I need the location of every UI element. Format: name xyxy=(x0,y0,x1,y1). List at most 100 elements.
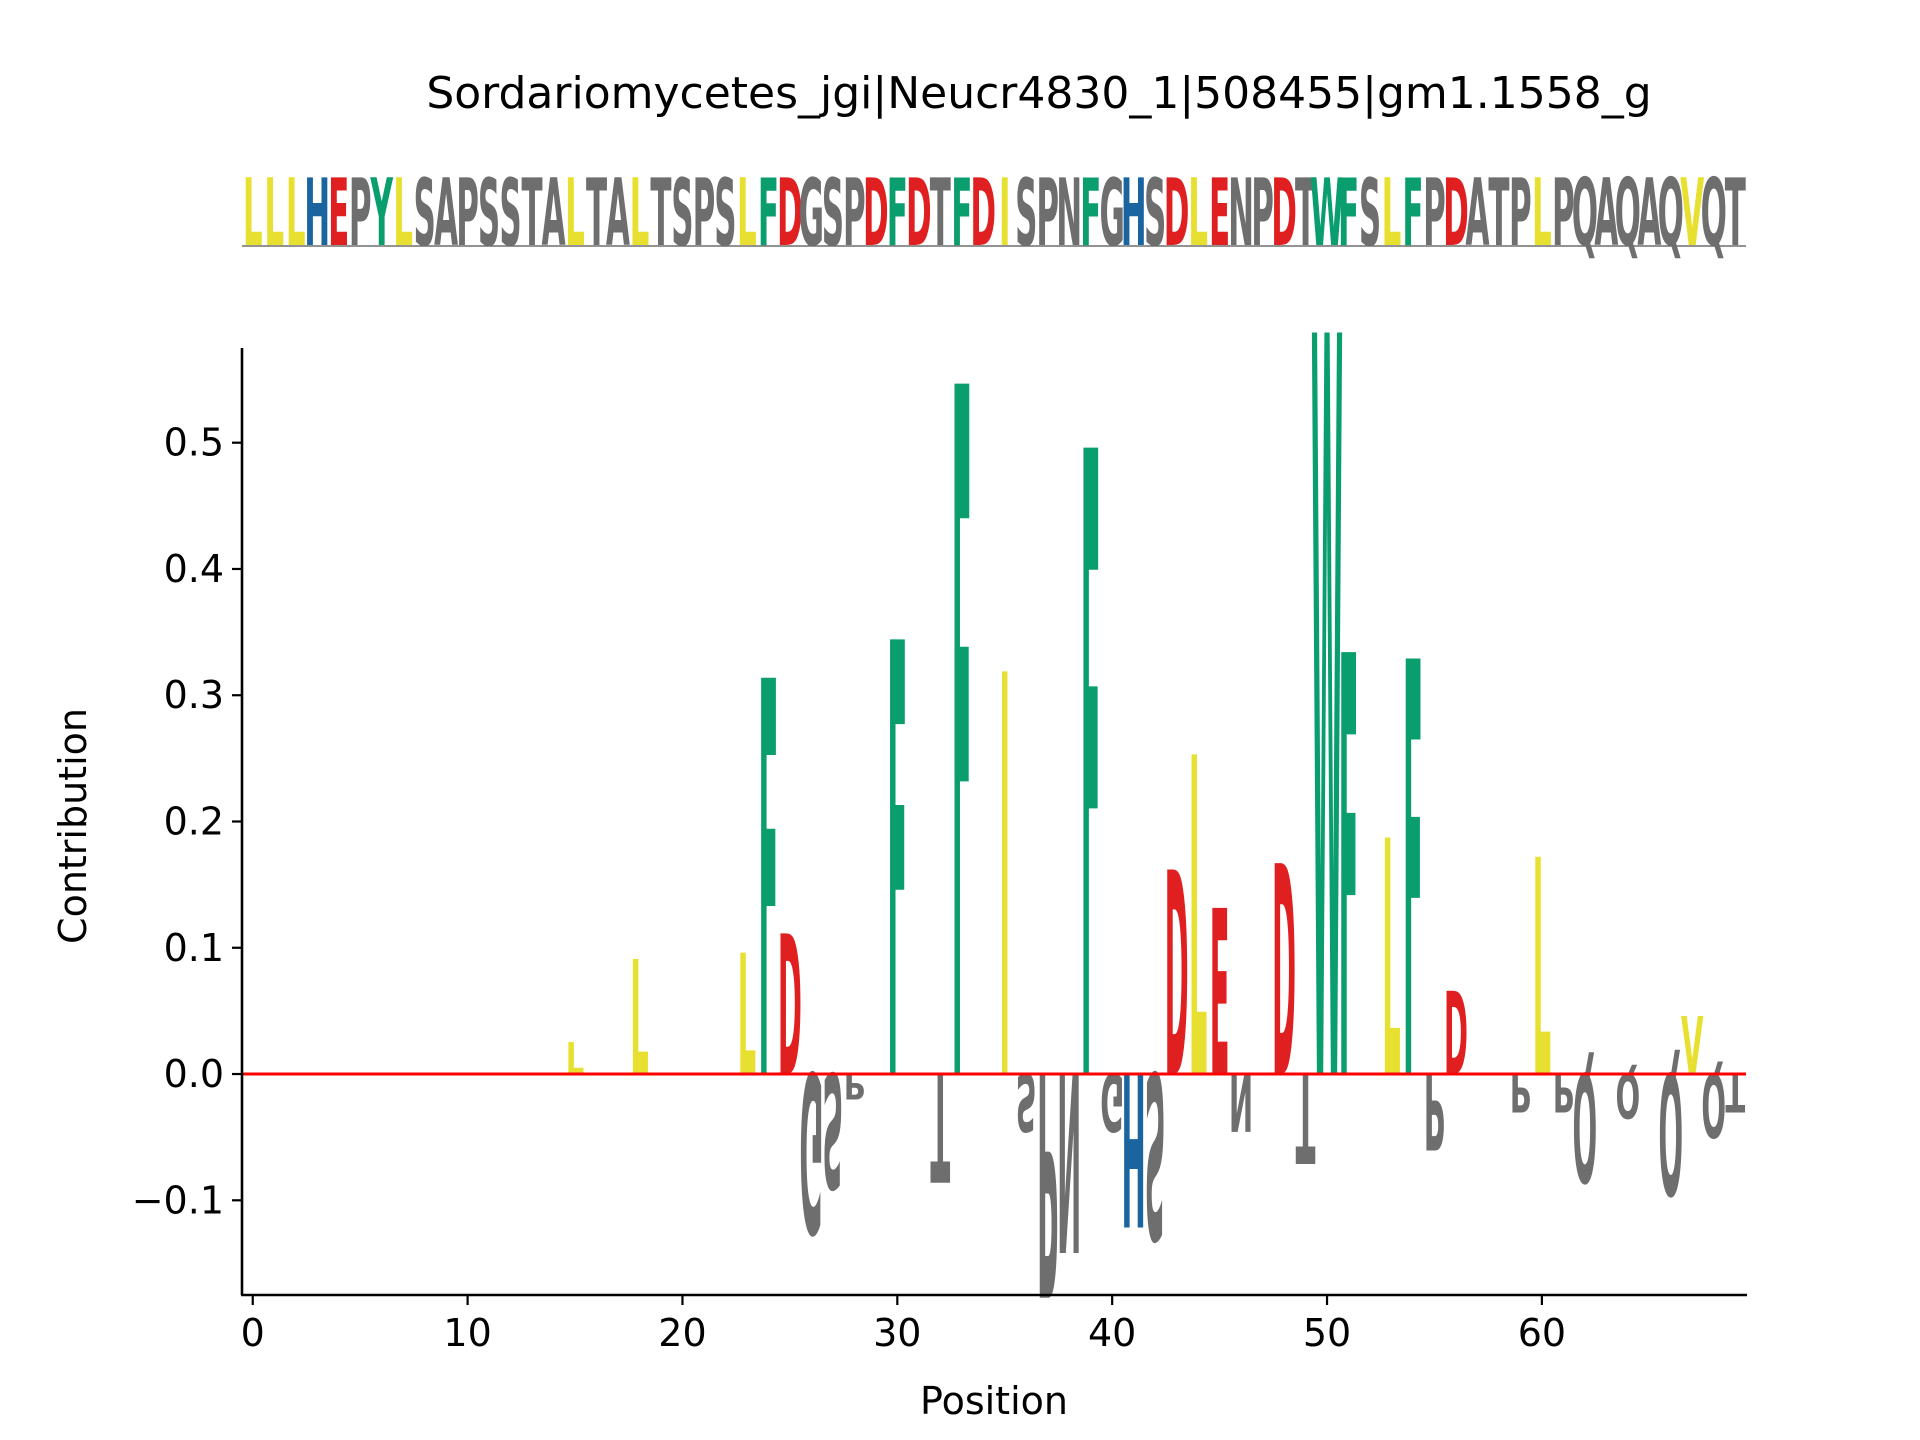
sequence-letter: D xyxy=(1164,160,1190,267)
sequence-letter: A xyxy=(1465,160,1489,267)
contribution-letter: T xyxy=(1296,1044,1316,1187)
sequence-letter: G xyxy=(1099,160,1124,267)
sequence-letter: A xyxy=(542,160,566,267)
sequence-letter: S xyxy=(671,160,693,267)
sequence-letter: D xyxy=(906,160,932,267)
sequence-letter: D xyxy=(1443,160,1469,267)
sequence-letter: F xyxy=(758,160,779,267)
sequence-letter: F xyxy=(887,160,908,267)
sequence-letter: Q xyxy=(1615,160,1641,267)
sequence-letter: L xyxy=(243,160,263,267)
contribution-letter: P xyxy=(1037,1001,1058,1357)
sequence-letter: T xyxy=(1488,160,1509,267)
y-tick-label: 0.5 xyxy=(164,421,224,465)
contribution-letter: N xyxy=(1057,1015,1081,1300)
contribution-letter: F xyxy=(887,520,907,1215)
contribution-letter: G xyxy=(1100,1054,1124,1146)
sequence-letter: S xyxy=(413,160,435,267)
sequence-letter: L xyxy=(264,160,284,267)
sequence-letter: L xyxy=(1188,160,1208,267)
contribution-letter: Q xyxy=(1615,1059,1640,1131)
y-tick-label: 0.2 xyxy=(164,800,224,844)
x-tick-label: 60 xyxy=(1518,1311,1566,1355)
sequence-letter: V xyxy=(1680,160,1704,267)
contribution-letter: F xyxy=(1403,546,1423,1210)
contribution-letter: D xyxy=(1165,815,1189,1141)
sequence-letter: S xyxy=(822,160,844,267)
contribution-letter: S xyxy=(822,1036,843,1220)
contribution-letter: F xyxy=(758,570,778,1203)
sequence-letter: Q xyxy=(1658,160,1684,267)
sequence-letter: F xyxy=(1338,160,1359,267)
x-tick-label: 20 xyxy=(658,1311,706,1355)
contribution-letter: I xyxy=(999,563,1010,1206)
sequence-letter: T xyxy=(586,160,607,267)
sequence-letter: S xyxy=(1015,160,1037,267)
sequence-letter: T xyxy=(650,160,671,267)
contribution-letter: P xyxy=(1510,1060,1531,1121)
contribution-letter: W xyxy=(1311,130,1343,1315)
sequence-letter: L xyxy=(565,160,585,267)
sequence-letter: E xyxy=(1209,160,1230,267)
contribution-letter: P xyxy=(1424,1048,1445,1171)
sequence-letter: A xyxy=(434,160,458,267)
sequence-letter: E xyxy=(328,160,349,267)
contribution-letter: P xyxy=(1553,1060,1574,1121)
sequence-letter: L xyxy=(1532,160,1552,267)
sequence-letter: G xyxy=(799,160,824,267)
sequence-letter: P xyxy=(349,160,372,267)
sequence-letter: N xyxy=(1228,160,1254,267)
x-tick-label: 10 xyxy=(443,1311,491,1355)
sequence-letter: N xyxy=(1056,160,1082,267)
sequence-letter: P xyxy=(1036,160,1059,267)
sequence-letter: D xyxy=(863,160,889,267)
sequence-letter: T xyxy=(1725,160,1746,267)
x-tick-label: 30 xyxy=(873,1311,921,1355)
y-axis-label: Contribution xyxy=(51,708,95,944)
sequence-letter: S xyxy=(714,160,736,267)
contribution-letter: L xyxy=(1382,774,1401,1151)
sequence-letter: L xyxy=(393,160,413,267)
sequence-letter: L xyxy=(630,160,650,267)
contribution-letter: Q xyxy=(1701,1053,1726,1155)
contribution-letter: G xyxy=(799,1022,823,1277)
sequence-letter: W xyxy=(1310,160,1344,267)
contribution-letter: V xyxy=(1681,1002,1703,1094)
sequence-letter: F xyxy=(1080,160,1101,267)
contribution-letter: N xyxy=(1229,1054,1253,1146)
sequence-letter: Y xyxy=(370,160,393,267)
y-axis-ticks: −0.1 0.0 0.1 0.2 0.3 0.4 0.5 xyxy=(132,421,242,1222)
contribution-letter: F xyxy=(952,195,972,1298)
contribution-letter: S xyxy=(1145,1019,1166,1284)
x-axis-ticks: 0 10 20 30 40 50 60 xyxy=(241,1295,1566,1355)
contribution-letter: F xyxy=(1081,278,1101,1277)
contribution-letter: D xyxy=(1444,969,1468,1102)
sequence-letter: F xyxy=(1402,160,1423,267)
sequence-letter: S xyxy=(1359,160,1381,267)
contribution-letter: E xyxy=(1210,864,1230,1129)
contribution-letter: D xyxy=(1272,807,1296,1143)
contribution-letter: L xyxy=(738,921,757,1115)
sequence-letter: A xyxy=(606,160,630,267)
x-tick-label: 40 xyxy=(1088,1311,1136,1355)
sequence-letter: S xyxy=(499,160,521,267)
sequence-letter: L xyxy=(286,160,306,267)
sequence-letter: D xyxy=(1271,160,1297,267)
contribution-letter: F xyxy=(1339,537,1359,1211)
sequence-letter: S xyxy=(478,160,500,267)
contribution-letter: L xyxy=(566,1033,585,1085)
sequence-letter: A xyxy=(1637,160,1661,267)
sequence-letter: D xyxy=(970,160,996,267)
y-tick-label: 0.3 xyxy=(164,673,224,717)
sequence-letter: H xyxy=(304,160,330,267)
contribution-letter: Q xyxy=(1658,1034,1683,1228)
sequence-letter: F xyxy=(951,160,972,267)
sequence-letter: S xyxy=(1144,160,1166,267)
sequence-letter: D xyxy=(777,160,803,267)
sequence-letter: P xyxy=(1509,160,1532,267)
y-tick-label: −0.1 xyxy=(132,1178,224,1222)
